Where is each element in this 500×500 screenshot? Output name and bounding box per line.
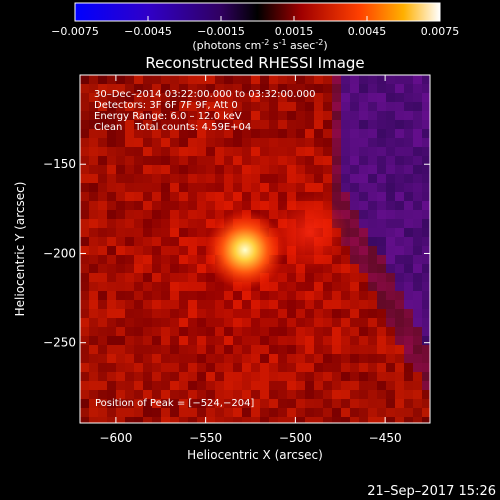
annotation-time: 30–Dec–2014 03:22:00.000 to 03:32:00.000 [94, 89, 315, 100]
colorbar-unit-label: (photons cm-2 s-1 asec-2) [192, 38, 327, 52]
x-tick-label: −600 [99, 431, 132, 445]
annotation-energy: Energy Range: 6.0 – 12.0 keV [94, 111, 242, 122]
colorbar-tick-label: 0.0015 [275, 25, 314, 38]
peak-source [205, 210, 285, 290]
y-axis-ticks: −150 −200 −250 [43, 157, 430, 350]
annotations: 30–Dec–2014 03:22:00.000 to 03:32:00.000… [94, 89, 315, 409]
plot-frame [79, 74, 431, 424]
annotation-clean: Clean Total counts: 4.59E+04 [94, 122, 251, 133]
x-tick-label: −500 [279, 431, 312, 445]
colorbar-tick-label: −0.0015 [197, 25, 245, 38]
colorbar-tick-label: 0.0075 [421, 25, 460, 38]
colorbar [74, 2, 441, 22]
y-axis-label: Heliocentric Y (arcsec) [13, 182, 27, 317]
colorbar-tick-label: −0.0075 [51, 25, 99, 38]
x-tick-label: −450 [369, 431, 402, 445]
x-axis-label: Heliocentric X (arcsec) [187, 448, 323, 462]
heatmap-image [80, 75, 430, 423]
x-axis-ticks: −600 −550 −500 −450 [99, 75, 402, 445]
y-tick-label: −200 [43, 246, 76, 260]
y-tick-label: −250 [43, 336, 76, 350]
annotation-detectors: Detectors: 3F 6F 7F 9F, Att 0 [94, 100, 238, 111]
x-tick-label: −550 [189, 431, 222, 445]
peak-position-label: Position of Peak = [−524,−204] [95, 398, 254, 409]
y-tick-label: −150 [43, 157, 76, 171]
colorbar-tick-label: 0.0045 [348, 25, 387, 38]
colorbar-ticks: −0.0075 −0.0045 −0.0015 0.0015 0.0045 0.0075 [51, 16, 459, 38]
colorbar-tick-label: −0.0045 [124, 25, 172, 38]
footer-timestamp: 21–Sep–2017 15:26 [367, 484, 496, 499]
chart-title: Reconstructed RHESSI Image [145, 54, 364, 72]
